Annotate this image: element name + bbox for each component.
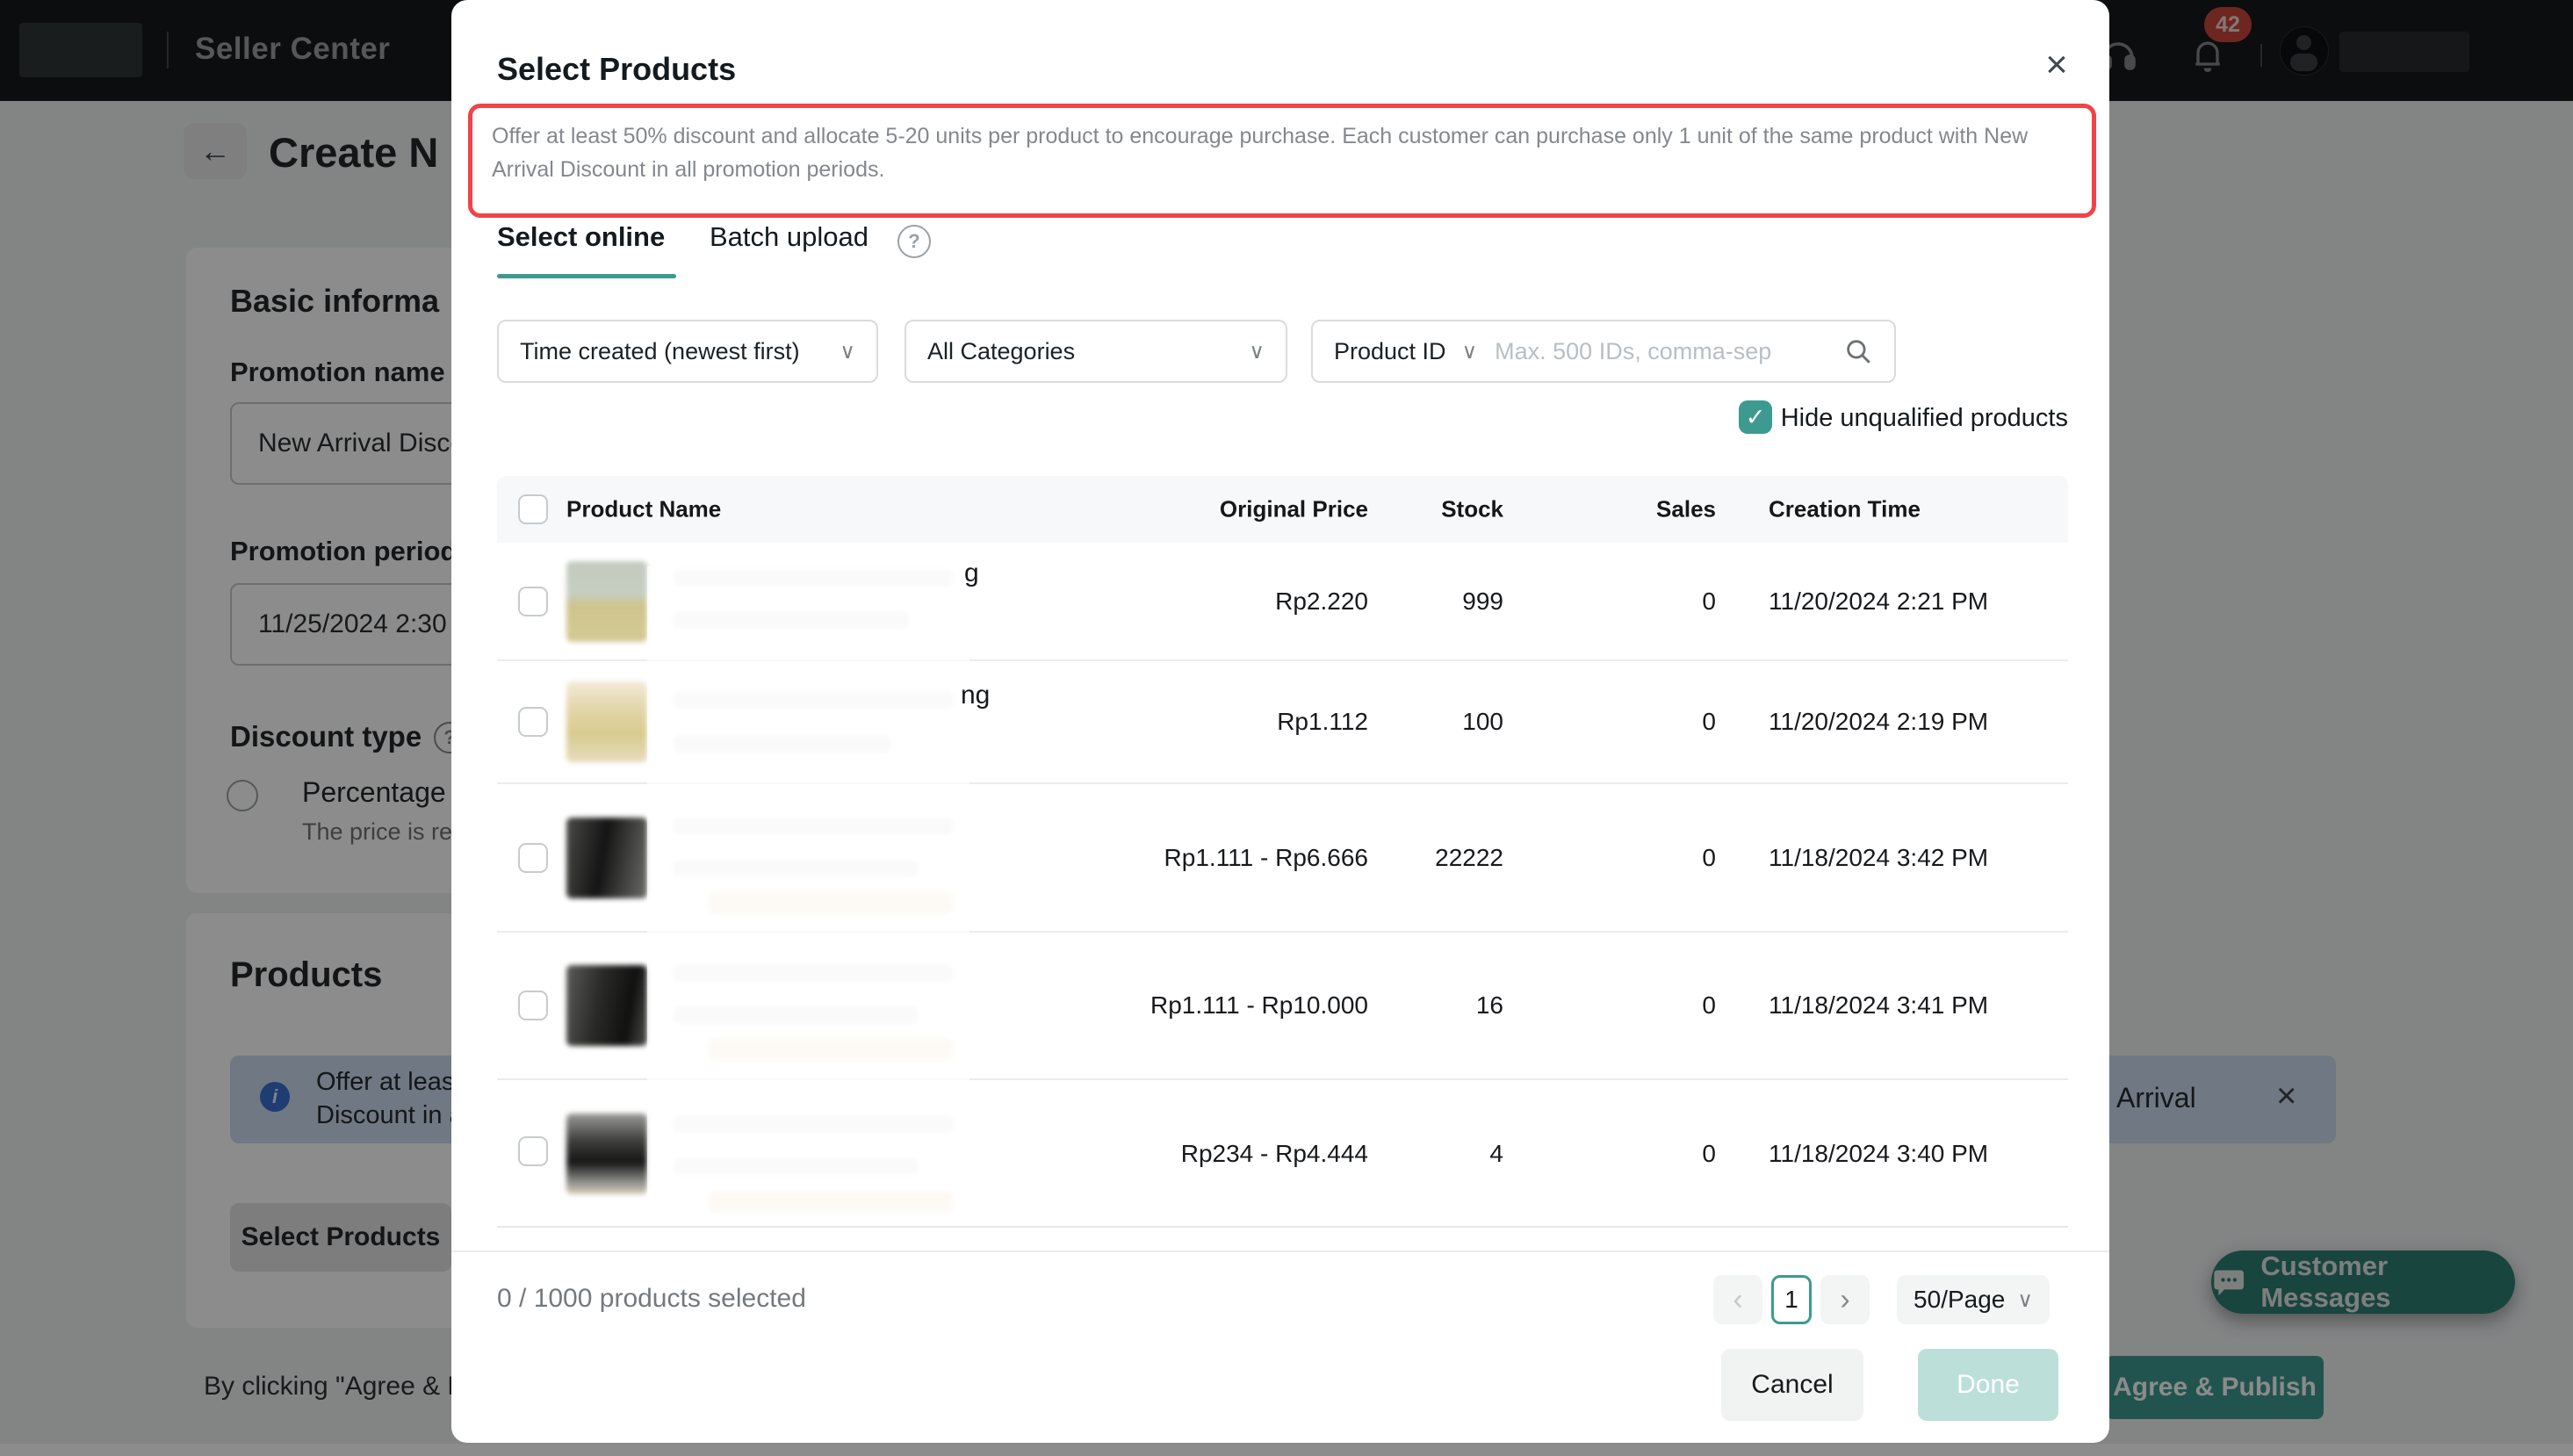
- search-type-dropdown[interactable]: Product ID: [1334, 338, 1446, 365]
- cell-sales: 0: [1702, 708, 1716, 736]
- select-all-checkbox[interactable]: [518, 494, 548, 524]
- product-name-fragment: ng: [961, 681, 990, 710]
- category-dropdown[interactable]: All Categories ∨: [905, 320, 1287, 383]
- cell-price: Rp1.112: [1277, 708, 1368, 736]
- hide-unqualified-label: Hide unqualified products: [1781, 404, 2068, 433]
- modal-title: Select Products: [497, 51, 736, 88]
- chevron-right-icon: ›: [1840, 1283, 1849, 1317]
- cell-sales: 0: [1702, 1140, 1716, 1168]
- cell-sales: 0: [1702, 844, 1716, 872]
- row-checkbox[interactable]: [518, 843, 548, 873]
- product-name-fragment: g: [964, 559, 979, 588]
- col-product-name: Product Name: [566, 496, 721, 523]
- col-sales: Sales: [1656, 496, 1716, 523]
- row-checkbox[interactable]: [518, 587, 548, 616]
- cell-stock: 999: [1462, 587, 1503, 616]
- row-checkbox[interactable]: [518, 1136, 548, 1166]
- product-id-search: Product ID ∨: [1311, 320, 1896, 383]
- cell-stock: 4: [1489, 1140, 1503, 1168]
- cell-price: Rp1.111 - Rp10.000: [1150, 991, 1368, 1020]
- table-header-row: Product Name Original Price Stock Sales …: [497, 476, 2068, 543]
- product-thumbnail-redacted: [566, 965, 647, 1046]
- pagination-next-button[interactable]: ›: [1820, 1275, 1870, 1324]
- batch-upload-help-icon[interactable]: ?: [897, 225, 931, 258]
- cell-stock: 22222: [1435, 844, 1503, 872]
- page-size-dropdown[interactable]: 50/Page ∨: [1897, 1275, 2050, 1324]
- sort-dropdown-value: Time created (newest first): [520, 338, 800, 365]
- active-tab-underline: [497, 274, 676, 278]
- cell-created: 11/20/2024 2:21 PM: [1769, 587, 1988, 616]
- cell-sales: 0: [1702, 991, 1716, 1020]
- chevron-down-icon: ∨: [1462, 339, 1478, 364]
- modal-close-icon[interactable]: ×: [2034, 42, 2079, 88]
- discount-notice-annotated: Offer at least 50% discount and allocate…: [468, 104, 2096, 218]
- row-checkbox[interactable]: [518, 991, 548, 1020]
- notice-line2: Arrival Discount in all promotion period…: [492, 157, 884, 182]
- cell-stock: 100: [1462, 708, 1503, 736]
- selected-count-text: 0 / 1000 products selected: [497, 1284, 806, 1314]
- col-creation-time: Creation Time: [1769, 496, 1921, 523]
- chevron-down-icon: ∨: [2017, 1287, 2033, 1313]
- cell-created: 11/20/2024 2:19 PM: [1769, 708, 1988, 736]
- chevron-down-icon: ∨: [840, 339, 855, 364]
- hide-unqualified-checkbox[interactable]: ✓: [1739, 400, 1772, 434]
- page-number-input[interactable]: [1771, 1275, 1812, 1324]
- done-button[interactable]: Done: [1918, 1349, 2058, 1421]
- cell-stock: 16: [1476, 991, 1503, 1020]
- product-thumbnail-redacted: [566, 818, 647, 898]
- col-stock: Stock: [1441, 496, 1503, 523]
- search-input[interactable]: [1493, 337, 1827, 366]
- product-thumbnail-redacted: [566, 1114, 647, 1194]
- search-icon[interactable]: [1843, 336, 1873, 366]
- row-checkbox[interactable]: [518, 707, 548, 737]
- name-column-redaction-overlay: [647, 566, 969, 1225]
- table-bottom-border: [497, 1226, 2068, 1228]
- sort-dropdown[interactable]: Time created (newest first) ∨: [497, 320, 878, 383]
- screen: Seller Center 42 ← Create N Basic inform…: [0, 0, 2573, 1456]
- cell-sales: 0: [1702, 587, 1716, 616]
- cell-price: Rp2.220: [1275, 587, 1368, 616]
- cell-created: 11/18/2024 3:40 PM: [1769, 1140, 1988, 1168]
- pagination-prev-button[interactable]: ‹: [1713, 1275, 1762, 1324]
- chevron-down-icon: ∨: [1249, 339, 1265, 364]
- tab-select-online[interactable]: Select online: [497, 221, 665, 253]
- check-icon: ✓: [1746, 404, 1766, 431]
- tab-batch-upload[interactable]: Batch upload: [710, 221, 868, 253]
- cell-price: Rp234 - Rp4.444: [1181, 1140, 1368, 1168]
- product-thumbnail-redacted: [566, 561, 647, 642]
- cancel-button[interactable]: Cancel: [1721, 1349, 1863, 1421]
- select-products-modal: Select Products × Offer at least 50% dis…: [451, 0, 2109, 1443]
- cell-created: 11/18/2024 3:42 PM: [1769, 844, 1988, 872]
- cell-price: Rp1.111 - Rp6.666: [1164, 844, 1368, 872]
- cell-created: 11/18/2024 3:41 PM: [1769, 991, 1988, 1020]
- chevron-left-icon: ‹: [1733, 1283, 1742, 1317]
- modal-footer-divider: [451, 1251, 2109, 1252]
- page-size-value: 50/Page: [1914, 1286, 2005, 1314]
- product-thumbnail-redacted: [566, 681, 647, 762]
- category-dropdown-value: All Categories: [927, 338, 1075, 365]
- col-original-price: Original Price: [1220, 496, 1368, 523]
- notice-line1: Offer at least 50% discount and allocate…: [492, 124, 2028, 148]
